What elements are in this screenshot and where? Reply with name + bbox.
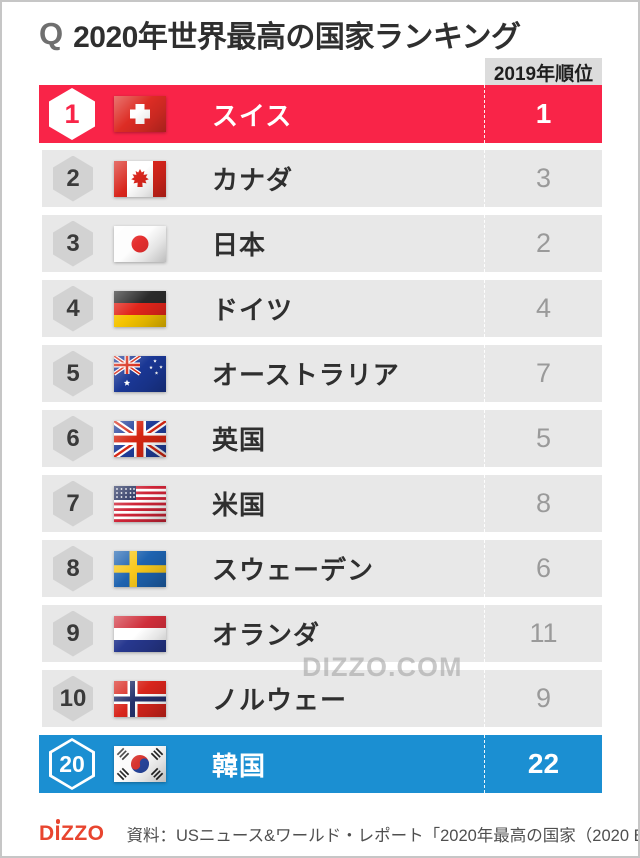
column-header-2019: 2019年順位 <box>485 58 602 86</box>
ranking-row-7: 7 米国 8 <box>42 475 602 532</box>
rank-number: 2 <box>66 164 80 192</box>
rank-2019-value: 5 <box>484 410 602 467</box>
rank-2019-value: 8 <box>484 475 602 532</box>
dizzo-watermark: DIZZO.COM <box>302 652 463 682</box>
flag-japan-icon <box>114 225 166 262</box>
flag-australia-icon <box>114 355 166 392</box>
ranking-row-20: 20 <box>39 735 602 793</box>
ranking-row-4: 4 ドイツ 4 <box>42 280 602 337</box>
rank-number: 5 <box>66 359 80 387</box>
flag-united-kingdom-icon <box>114 420 166 457</box>
ranking-row-10: 10 ノルウェー 9 <box>42 670 602 727</box>
rank-badge: 3 <box>53 220 93 267</box>
country-name: 英国 <box>212 425 267 455</box>
rank-2019-value: 11 <box>484 605 602 662</box>
rank-2019-value: 6 <box>484 540 602 597</box>
ranking-row-6: 6 英国 5 <box>42 410 602 467</box>
rank-number: 6 <box>66 424 80 452</box>
flag-south-korea-icon <box>114 746 166 782</box>
flag-netherlands-icon <box>114 615 166 652</box>
rank-number: 7 <box>66 489 80 517</box>
flag-germany-icon <box>114 290 166 327</box>
country-name: オーストラリア <box>212 360 400 390</box>
page-footer: DIZZO 資料：USニュース&ワールド・レポート「2020年最高の国家（202… <box>39 819 638 846</box>
flag-switzerland-icon <box>114 96 166 132</box>
rank-badge: 4 <box>53 285 93 332</box>
flag-canada-icon <box>114 160 166 197</box>
dizzo-logo: DIZZO <box>39 819 105 846</box>
country-name: 日本 <box>212 230 267 260</box>
rank-badge: 1 <box>49 88 95 140</box>
ranking-row-5: 5 オーストラリア 7 <box>42 345 602 402</box>
rank-number: 20 <box>59 750 85 777</box>
rank-number: 1 <box>64 98 80 129</box>
flag-united-states-icon <box>114 485 166 522</box>
q-mark: Q <box>39 16 64 51</box>
rank-number: 4 <box>66 294 80 322</box>
flag-sweden-icon <box>114 550 166 587</box>
country-name: スイス <box>212 100 293 131</box>
flag-norway-icon <box>114 680 166 717</box>
country-name: ノルウェー <box>212 685 348 715</box>
rank-2019-value: 4 <box>484 280 602 337</box>
ranking-row-3: 3 日本 2 <box>42 215 602 272</box>
country-name: カナダ <box>212 165 294 195</box>
rank-number: 3 <box>66 229 80 257</box>
page-header: Q 2020年世界最高の国家ランキング <box>39 12 521 56</box>
page-title: 2020年世界最高の国家ランキング <box>73 21 521 54</box>
rank-number: 9 <box>66 619 80 647</box>
rank-badge: 9 <box>53 610 93 657</box>
ranking-row-1: 1 スイス 1 <box>39 85 602 143</box>
country-name: オランダ <box>212 620 321 650</box>
country-name: ドイツ <box>212 295 294 325</box>
rank-badge: 6 <box>53 415 93 462</box>
rank-number: 8 <box>66 554 80 582</box>
rank-2019-value: 2 <box>484 215 602 272</box>
ranking-row-8: 8 スウェーデン 6 <box>42 540 602 597</box>
rank-2019-value: 3 <box>484 150 602 207</box>
rank-badge: 8 <box>53 545 93 592</box>
logo-i-dot <box>55 819 60 824</box>
rank-2019-value: 22 <box>484 735 602 793</box>
country-name: 米国 <box>212 490 267 520</box>
rank-2019-value: 1 <box>484 85 602 143</box>
rank-2019-value: 7 <box>484 345 602 402</box>
ranking-row-9: 9 オランダ 11 <box>42 605 602 662</box>
rank-badge: 20 <box>49 738 95 790</box>
ranking-list: 1 スイス 1 2 カナダ 3 3 日本 2 4 <box>2 85 638 800</box>
country-name: スウェーデン <box>212 555 375 585</box>
rank-number: 10 <box>59 684 87 712</box>
rank-badge: 2 <box>53 155 93 202</box>
rank-badge: 7 <box>53 480 93 527</box>
country-name: 韓国 <box>212 750 267 781</box>
rank-2019-value: 9 <box>484 670 602 727</box>
rank-badge: 5 <box>53 350 93 397</box>
rank-badge: 10 <box>53 675 93 722</box>
source-credit: 資料：USニュース&ワールド・レポート「2020年最高の国家（2020 Best… <box>126 827 639 845</box>
ranking-row-2: 2 カナダ 3 <box>42 150 602 207</box>
